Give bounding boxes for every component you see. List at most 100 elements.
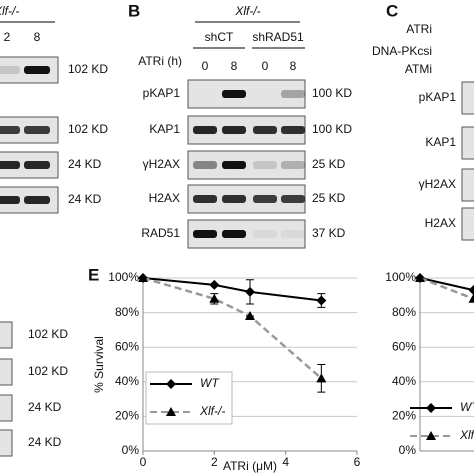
band (193, 230, 217, 238)
size-label: 102 KD (28, 327, 68, 341)
lane-label: 0 (262, 59, 269, 73)
blot (0, 394, 13, 422)
y-tick-label: 0% (122, 443, 140, 457)
band (0, 66, 20, 74)
y-tick-label: 20% (115, 409, 139, 423)
marker (166, 407, 176, 416)
band (193, 195, 217, 203)
band (24, 196, 50, 204)
marker (209, 293, 220, 303)
marker (415, 273, 425, 282)
band (24, 126, 50, 134)
row-label: pKAP1 (143, 86, 181, 100)
size-label: 24 KD (28, 435, 62, 449)
row-label: H2AX (425, 216, 456, 230)
band (281, 230, 305, 238)
lane-label: 2 (4, 30, 11, 44)
band (24, 66, 50, 74)
row-label: H2AX (149, 191, 180, 205)
x-axis-label: ATRi (μM) (223, 459, 277, 473)
treatment-label: ATRi (406, 22, 432, 36)
band (193, 161, 217, 169)
x-tick-label: 2 (211, 455, 218, 469)
blot (0, 321, 13, 349)
size-label: 100 KD (312, 86, 352, 100)
y-tick-label: 100% (385, 270, 416, 284)
lane-label: 8 (231, 59, 238, 73)
band (281, 90, 305, 98)
marker (426, 431, 436, 440)
marker (245, 311, 255, 321)
marker (426, 403, 436, 413)
band (281, 161, 305, 169)
size-label: 37 KD (312, 226, 346, 240)
group-label: shCT (205, 30, 234, 44)
lane-label: 8 (290, 59, 297, 73)
group-label: shRAD51 (252, 30, 304, 44)
row-label: KAP1 (425, 135, 456, 149)
x-tick-label: 4 (282, 455, 289, 469)
y-tick-label: 0% (399, 443, 417, 457)
blot (461, 81, 474, 115)
band (281, 126, 305, 134)
size-label: 24 KD (28, 400, 62, 414)
marker (166, 379, 176, 389)
panel-label: B (128, 1, 140, 20)
y-axis-label: % Survival (92, 336, 106, 393)
x-tick-label: 6 (354, 455, 361, 469)
lane-label: 0 (202, 59, 209, 73)
y-tick-label: 60% (115, 339, 139, 353)
marker (245, 286, 255, 297)
y-tick-label: 60% (392, 339, 416, 353)
band (253, 195, 277, 203)
y-tick-label: 20% (392, 409, 416, 423)
y-tick-label: 80% (115, 305, 139, 319)
treatment-label: DNA-PKcsi (372, 44, 432, 58)
band (222, 161, 246, 169)
legend-label: Xlf-/- (199, 404, 225, 418)
band (0, 196, 20, 204)
band (0, 161, 20, 169)
blot (0, 429, 13, 457)
y-tick-label: 40% (392, 374, 416, 388)
size-label: 102 KD (28, 364, 68, 378)
legend-label: WT (460, 400, 474, 414)
x-tick-label: 0 (140, 455, 147, 469)
size-label: 25 KD (312, 157, 346, 171)
y-tick-label: 100% (108, 270, 139, 284)
blot (461, 207, 474, 241)
row-label: γH2AX (143, 157, 180, 171)
line (142, 277, 322, 302)
legend-box (145, 371, 233, 425)
band (253, 230, 277, 238)
blot (187, 150, 306, 180)
size-label: 102 KD (68, 122, 108, 136)
band (253, 126, 277, 134)
row-label: RAD51 (141, 226, 180, 240)
panel-label: C (386, 1, 398, 20)
line (419, 277, 474, 292)
treatment-label: ATMi (405, 62, 432, 76)
band (253, 161, 277, 169)
marker (468, 293, 474, 303)
lane-label: 8 (34, 30, 41, 44)
band (222, 195, 246, 203)
marker (138, 273, 148, 282)
line (419, 276, 474, 300)
size-label: 25 KD (312, 191, 346, 205)
legend-label: WT (200, 376, 220, 390)
band (222, 126, 246, 134)
y-tick-label: 40% (115, 374, 139, 388)
band (193, 126, 217, 134)
blot (0, 358, 13, 386)
header: Xlf-/- (0, 4, 19, 18)
marker (316, 373, 327, 383)
marker (209, 279, 220, 290)
y-tick-label: 80% (392, 305, 416, 319)
size-label: 24 KD (68, 192, 102, 206)
panel-label: E (88, 265, 99, 284)
band (24, 161, 50, 169)
band (222, 230, 246, 238)
marker (468, 285, 474, 296)
line (142, 276, 323, 380)
